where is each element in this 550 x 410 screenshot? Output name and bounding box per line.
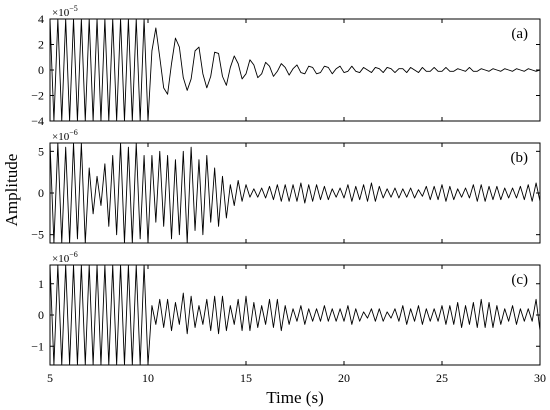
panels: −4 −2 0 2 4 ×10−5 (a) −5 0 5 ×10−6 (b) −1 0 1 ×10−6 (c) bbox=[31, 4, 541, 366]
y-scale-multiplier: ×10−6 bbox=[52, 250, 78, 265]
x-tick-label: 10 bbox=[142, 371, 154, 385]
y-scale-multiplier: ×10−5 bbox=[52, 4, 78, 19]
y-tick-label: −4 bbox=[31, 114, 44, 128]
panel-label: (b) bbox=[511, 150, 529, 166]
y-tick-label: 5 bbox=[38, 144, 44, 158]
panel-label: (a) bbox=[511, 26, 528, 42]
y-tick-label: −2 bbox=[31, 89, 44, 103]
x-tick-label: 15 bbox=[240, 371, 252, 385]
x-axis-title: Time (s) bbox=[266, 388, 323, 407]
y-tick-label: −1 bbox=[31, 339, 44, 353]
panel-c: −1 0 1 ×10−6 (c) bbox=[31, 250, 541, 366]
y-tick-label: −5 bbox=[31, 228, 44, 242]
x-tick-label: 25 bbox=[436, 371, 448, 385]
waveform-line bbox=[50, 265, 540, 365]
waveform-line bbox=[50, 143, 540, 243]
y-scale-multiplier: ×10−6 bbox=[52, 128, 78, 143]
y-tick-label: 4 bbox=[38, 12, 44, 26]
x-tick-label: 30 bbox=[534, 371, 546, 385]
x-axis: 5 10 15 20 25 30 bbox=[47, 371, 546, 385]
y-tick-label: 0 bbox=[38, 186, 44, 200]
x-tick-label: 20 bbox=[338, 371, 350, 385]
y-scale-exponent: −6 bbox=[69, 250, 78, 259]
panel-label: (c) bbox=[511, 272, 528, 288]
x-tick-label: 5 bbox=[47, 371, 53, 385]
y-tick-label: 0 bbox=[38, 308, 44, 322]
y-tick-label: 2 bbox=[38, 38, 44, 52]
y-scale-exponent: −5 bbox=[69, 4, 78, 13]
y-tick-label: 1 bbox=[38, 277, 44, 291]
y-tick-label: 0 bbox=[38, 63, 44, 77]
y-axis-title: Amplitude bbox=[2, 154, 21, 227]
y-scale-exponent: −6 bbox=[69, 128, 78, 137]
panel-a: −4 −2 0 2 4 ×10−5 (a) bbox=[31, 4, 541, 128]
panel-b: −5 0 5 ×10−6 (b) bbox=[31, 128, 541, 244]
waveform-line bbox=[50, 19, 540, 121]
